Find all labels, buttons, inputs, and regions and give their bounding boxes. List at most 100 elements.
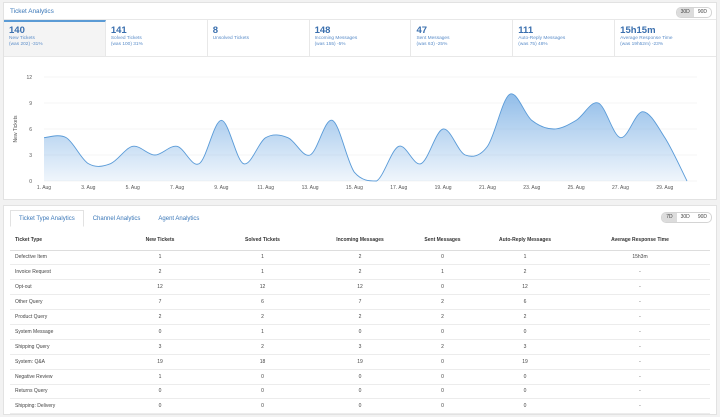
table-cell: 0: [405, 250, 480, 266]
table-cell: Returns Query: [10, 384, 110, 400]
data-point[interactable]: [330, 118, 334, 122]
new-tickets-chart: 0 3 6 9 12 New Tickets 1. Aug 3. Aug 5. Aug 7. Au…: [4, 59, 716, 199]
range-90d-button[interactable]: 90D: [697, 214, 707, 220]
kpi-unsolved-tickets[interactable]: 8 Unsolved Tickets: [208, 20, 310, 56]
x-tick-label: 29. Aug: [656, 185, 673, 191]
table-cell: 1: [110, 250, 210, 266]
kpi-solved-tickets[interactable]: 141 Solved Tickets (was 100) 31%: [106, 20, 208, 56]
data-point[interactable]: [219, 118, 223, 122]
data-point[interactable]: [175, 144, 179, 148]
x-tick-label: 11. Aug: [257, 185, 274, 191]
table-cell: 0: [405, 279, 480, 296]
data-point[interactable]: [530, 118, 534, 122]
column-header: Ticket Type: [10, 230, 110, 251]
kpi-row: 140 New Tickets (was 202) -31% 141 Solve…: [4, 20, 716, 57]
table-cell: -: [570, 264, 710, 281]
x-tick-label: 23. Aug: [523, 185, 540, 191]
data-point[interactable]: [485, 144, 489, 148]
table-cell: -: [570, 279, 710, 296]
data-point[interactable]: [197, 162, 201, 166]
column-header: Average Response Time: [570, 230, 710, 251]
data-point[interactable]: [596, 101, 600, 105]
data-point[interactable]: [42, 136, 46, 140]
table-cell: 6: [210, 294, 315, 311]
table-range-selector: 7D 30D 90D: [661, 212, 712, 223]
column-header: Incoming Messages: [315, 230, 405, 251]
table-cell: 1: [210, 324, 315, 340]
data-point[interactable]: [242, 162, 246, 166]
data-point[interactable]: [663, 136, 667, 140]
page-title: Ticket Analytics: [10, 8, 54, 15]
data-point[interactable]: [352, 170, 356, 174]
table-cell: 0: [480, 398, 570, 415]
table-cell: 2: [210, 339, 315, 355]
table-cell: 7: [110, 294, 210, 311]
kpi-label: Solved Tickets: [110, 36, 142, 41]
y-tick-label: 6: [29, 127, 32, 133]
table-cell: -: [570, 398, 710, 415]
table-cell: 2: [315, 309, 405, 325]
kpi-label: Auto-Reply Messages: [518, 36, 566, 41]
table-cell: 0: [315, 398, 405, 415]
x-tick-label: 9. Aug: [214, 185, 228, 191]
kpi-auto-reply-messages[interactable]: 111 Auto-Reply Messages (was 75) 48%: [513, 20, 616, 56]
table-cell: -: [570, 384, 710, 400]
data-point[interactable]: [286, 136, 290, 140]
data-point[interactable]: [308, 153, 312, 157]
data-point[interactable]: [641, 110, 645, 114]
column-header: Solved Tickets: [210, 230, 315, 251]
data-point[interactable]: [86, 162, 90, 166]
table-cell: 12: [480, 279, 570, 296]
table-cell: 0: [210, 369, 315, 385]
kpi-incoming-messages[interactable]: 148 Incoming Messages (was 155) -5%: [310, 20, 412, 56]
kpi-average-response-time[interactable]: 15h15m Average Response Time (was 19h52m…: [615, 20, 716, 56]
data-point[interactable]: [574, 118, 578, 122]
kpi-label: Unsolved Tickets: [212, 36, 249, 41]
data-point[interactable]: [375, 179, 379, 183]
chart-svg: 0 3 6 9 12 New Tickets 1. Aug 3. Aug 5. Aug 7. Au…: [13, 75, 697, 191]
tab-ticket-type-analytics[interactable]: Ticket Type Analytics: [10, 210, 84, 227]
kpi-value: 111: [518, 25, 534, 36]
table-row: Defective Item 1 1 2 0 1 15h3m: [10, 250, 710, 266]
kpi-change: (was 202) -31%: [9, 42, 43, 47]
data-point[interactable]: [463, 153, 467, 157]
table-cell: Defective Item: [10, 250, 110, 266]
data-point[interactable]: [264, 136, 268, 140]
y-tick-label: 3: [29, 153, 32, 159]
table-cell: 7: [315, 294, 405, 311]
data-point[interactable]: [109, 162, 113, 166]
range-30d-button[interactable]: 30D: [676, 8, 694, 17]
table-cell: 2: [110, 264, 210, 281]
column-header: Auto-Reply Messages: [480, 230, 570, 251]
range-7d-button[interactable]: 7D: [662, 213, 677, 222]
table-cell: 3: [315, 339, 405, 355]
x-tick-label: 5. Aug: [126, 185, 140, 191]
data-point[interactable]: [685, 179, 689, 183]
tab-agent-analytics[interactable]: Agent Analytics: [158, 216, 200, 222]
kpi-value: 47: [416, 25, 428, 36]
tab-channel-analytics[interactable]: Channel Analytics: [92, 216, 141, 222]
table-cell: 12: [315, 279, 405, 296]
data-point[interactable]: [64, 136, 68, 140]
table-cell: -: [570, 369, 710, 385]
kpi-new-tickets[interactable]: 140 New Tickets (was 202) -31%: [4, 20, 106, 56]
data-point[interactable]: [131, 144, 135, 148]
data-point[interactable]: [153, 153, 157, 157]
data-point[interactable]: [441, 127, 445, 131]
data-point[interactable]: [419, 162, 423, 166]
kpi-sent-messages[interactable]: 47 Sent Messages (was 63) -25%: [411, 20, 514, 56]
data-point[interactable]: [618, 136, 622, 140]
range-90d-button[interactable]: 90D: [697, 9, 707, 15]
data-point[interactable]: [397, 144, 401, 148]
data-point[interactable]: [508, 92, 512, 96]
x-tick-label: 19. Aug: [435, 185, 452, 191]
data-point[interactable]: [552, 127, 556, 131]
table-cell: 2: [480, 264, 570, 281]
table-cell: 0: [315, 384, 405, 400]
x-tick-label: 3. Aug: [81, 185, 95, 191]
table-cell: 0: [210, 384, 315, 400]
table-cell: -: [570, 309, 710, 325]
table-cell: 0: [405, 354, 480, 370]
table-cell: 2: [315, 250, 405, 266]
range-30d-button[interactable]: 30D: [680, 214, 690, 220]
